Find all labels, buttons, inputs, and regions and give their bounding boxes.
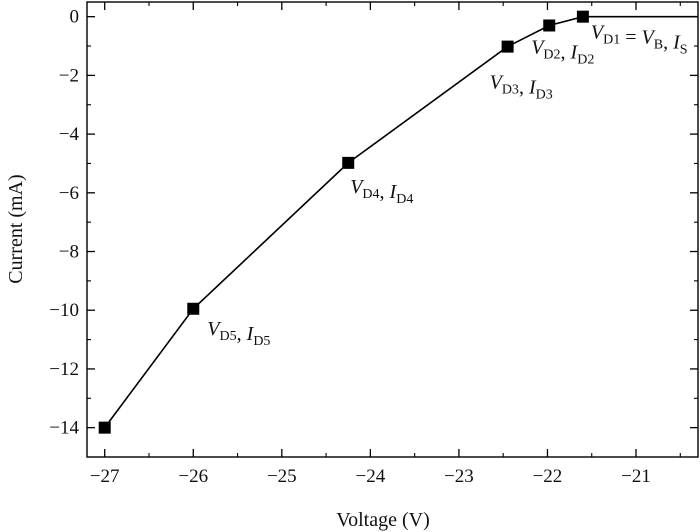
x-tick-label: −26	[178, 466, 208, 487]
y-tick-label: −2	[59, 65, 79, 86]
x-axis-label: Voltage (V)	[336, 509, 430, 531]
x-ticks: −27 −26 −25 −24 −23 −22 −21	[90, 2, 681, 487]
y-tick-label: −10	[49, 300, 79, 321]
y-tick-label: −4	[59, 124, 80, 145]
x-tick-label: −27	[90, 466, 120, 487]
point-label: VD2, ID2	[531, 37, 594, 68]
x-tick-label: −22	[533, 466, 563, 487]
data-point-marker	[501, 40, 514, 53]
x-tick-label: −21	[621, 466, 651, 487]
data-point-marker	[187, 302, 200, 315]
y-tick-label: −6	[59, 183, 79, 204]
point-label: VD4, ID4	[350, 176, 413, 207]
y-tick-label: 0	[70, 7, 80, 28]
plot-frame	[86, 1, 699, 458]
series-markers	[98, 10, 589, 434]
data-point-marker	[576, 10, 589, 23]
x-tick-label: −23	[444, 466, 474, 487]
point-label: VD1 = VB, IS	[591, 22, 688, 58]
y-ticks: 0 −2 −4 −6 −8 −10 −12 −14	[49, 7, 698, 439]
data-point-marker	[342, 156, 355, 169]
series-line	[104, 15, 698, 429]
x-tick-label: −24	[356, 466, 386, 487]
y-tick-label: −8	[59, 242, 79, 263]
y-tick-label: −12	[49, 359, 79, 380]
point-label: VD5, ID5	[207, 318, 270, 349]
point-label: VD3, ID3	[490, 72, 553, 103]
y-axis-label: Current (mA)	[5, 174, 27, 283]
data-point-marker	[98, 421, 111, 434]
x-tick-label: −25	[267, 466, 297, 487]
y-tick-label: −14	[49, 418, 79, 439]
data-point-marker	[543, 19, 556, 32]
